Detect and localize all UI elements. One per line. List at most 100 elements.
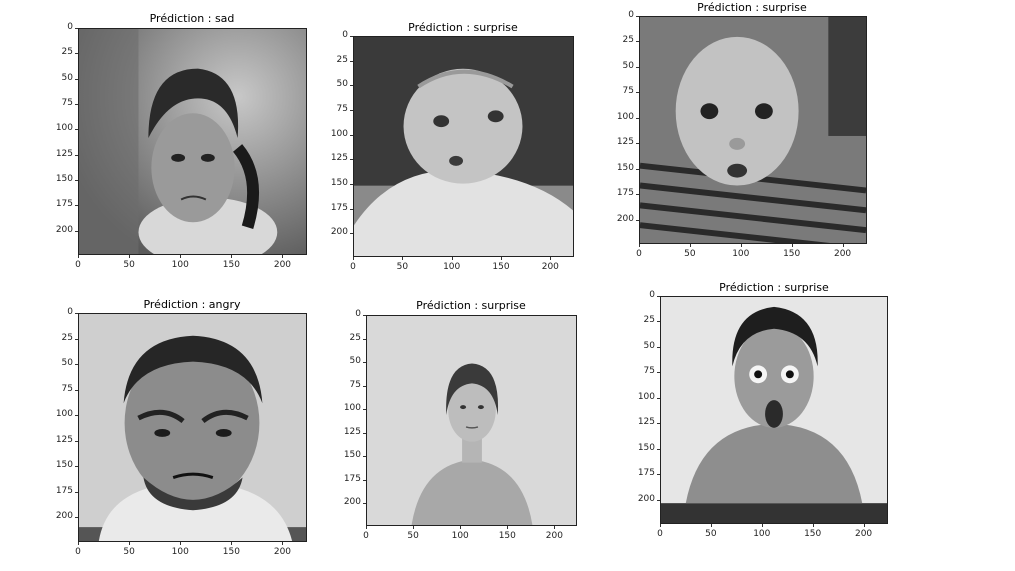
y-tick-label: 50 xyxy=(643,340,655,351)
y-tick-mark xyxy=(350,85,353,87)
y-tick-label: 125 xyxy=(637,417,655,428)
photo-neutral-woman xyxy=(366,315,577,526)
y-tick-label: 200 xyxy=(343,497,361,508)
x-tick-label: 150 xyxy=(222,547,240,557)
y-tick-label: 175 xyxy=(616,188,634,199)
y-tick-mark xyxy=(657,321,660,323)
y-tick-mark xyxy=(363,315,366,316)
y-tick-label: 25 xyxy=(61,332,73,343)
y-tick-label: 150 xyxy=(616,162,634,173)
x-tick-label: 150 xyxy=(222,260,240,270)
y-tick-label: 100 xyxy=(616,111,634,122)
y-tick-mark xyxy=(363,503,366,505)
x-tick-label: 0 xyxy=(75,547,81,557)
y-tick-mark xyxy=(75,313,78,314)
y-tick-label: 175 xyxy=(55,199,73,210)
y-tick-mark xyxy=(657,296,660,297)
y-tick-label: 200 xyxy=(55,511,73,522)
y-tick-mark xyxy=(350,208,353,210)
y-tick-label: 50 xyxy=(336,79,348,90)
x-tick-mark xyxy=(842,244,844,247)
y-tick-label: 0 xyxy=(649,290,655,300)
y-tick-label: 0 xyxy=(67,307,73,317)
y-tick-mark xyxy=(75,28,78,29)
x-tick-label: 50 xyxy=(123,547,135,557)
y-tick-label: 75 xyxy=(622,86,634,97)
x-tick-mark xyxy=(402,257,404,260)
y-tick-mark xyxy=(657,423,660,425)
x-tick-mark xyxy=(689,244,691,247)
x-tick-label: 150 xyxy=(492,262,510,272)
y-tick-mark xyxy=(363,338,366,340)
y-tick-mark xyxy=(75,466,78,468)
y-tick-mark xyxy=(75,338,78,340)
x-tick-mark xyxy=(460,526,462,529)
x-tick-mark xyxy=(740,244,742,247)
y-tick-label: 75 xyxy=(643,366,655,377)
x-tick-mark xyxy=(78,542,79,545)
y-tick-label: 100 xyxy=(55,409,73,420)
panel-title: Prédiction : sad xyxy=(149,12,235,25)
y-tick-mark xyxy=(75,415,78,417)
y-tick-mark xyxy=(636,117,639,119)
y-tick-mark xyxy=(75,154,78,156)
y-tick-label: 200 xyxy=(637,493,655,504)
y-tick-mark xyxy=(75,491,78,493)
x-tick-label: 200 xyxy=(833,249,852,259)
x-tick-label: 50 xyxy=(123,260,135,270)
x-tick-label: 100 xyxy=(443,262,461,272)
x-tick-label: 200 xyxy=(541,262,559,272)
x-tick-mark xyxy=(554,526,556,529)
y-tick-label: 50 xyxy=(61,358,73,369)
y-tick-label: 25 xyxy=(622,35,634,46)
y-tick-mark xyxy=(350,109,353,111)
x-tick-label: 0 xyxy=(75,260,81,270)
y-tick-mark xyxy=(75,517,78,519)
y-tick-label: 25 xyxy=(61,47,73,58)
x-tick-label: 50 xyxy=(705,529,717,539)
y-tick-mark xyxy=(75,364,78,366)
x-tick-mark xyxy=(231,255,233,258)
y-tick-mark xyxy=(75,440,78,442)
y-tick-mark xyxy=(636,16,639,17)
y-tick-label: 200 xyxy=(55,224,73,235)
y-tick-mark xyxy=(636,41,639,43)
y-tick-mark xyxy=(75,389,78,391)
x-tick-mark xyxy=(78,255,79,258)
y-tick-label: 25 xyxy=(349,332,361,343)
y-tick-label: 0 xyxy=(355,309,361,319)
x-tick-label: 100 xyxy=(732,249,750,259)
photo-surprised-man xyxy=(660,296,888,524)
y-tick-mark xyxy=(363,409,366,411)
y-tick-label: 175 xyxy=(55,485,73,496)
y-tick-mark xyxy=(75,104,78,105)
x-tick-label: 200 xyxy=(854,529,873,539)
y-tick-label: 0 xyxy=(628,10,634,20)
x-tick-label: 0 xyxy=(363,531,369,541)
y-tick-label: 75 xyxy=(349,379,361,390)
x-tick-mark xyxy=(180,542,182,545)
panel-title: Prédiction : surprise xyxy=(697,1,807,14)
x-tick-mark xyxy=(451,257,453,260)
y-tick-label: 150 xyxy=(55,174,73,184)
x-tick-mark xyxy=(761,524,763,527)
y-tick-label: 125 xyxy=(55,148,73,159)
y-tick-label: 150 xyxy=(55,460,73,471)
y-tick-mark xyxy=(657,346,660,348)
x-tick-label: 50 xyxy=(684,249,696,259)
x-tick-mark xyxy=(710,524,712,527)
x-tick-label: 100 xyxy=(171,260,189,270)
y-tick-label: 100 xyxy=(343,403,361,414)
y-tick-mark xyxy=(75,53,78,55)
y-tick-label: 175 xyxy=(330,202,348,213)
y-tick-mark xyxy=(75,180,78,181)
y-tick-mark xyxy=(657,372,660,374)
x-tick-label: 200 xyxy=(273,260,292,270)
y-tick-label: 150 xyxy=(637,442,655,453)
y-tick-label: 0 xyxy=(342,30,348,40)
y-tick-mark xyxy=(350,159,353,161)
y-tick-mark xyxy=(350,134,353,136)
y-tick-mark xyxy=(636,92,639,94)
x-tick-mark xyxy=(863,524,865,527)
x-tick-mark xyxy=(660,524,661,527)
